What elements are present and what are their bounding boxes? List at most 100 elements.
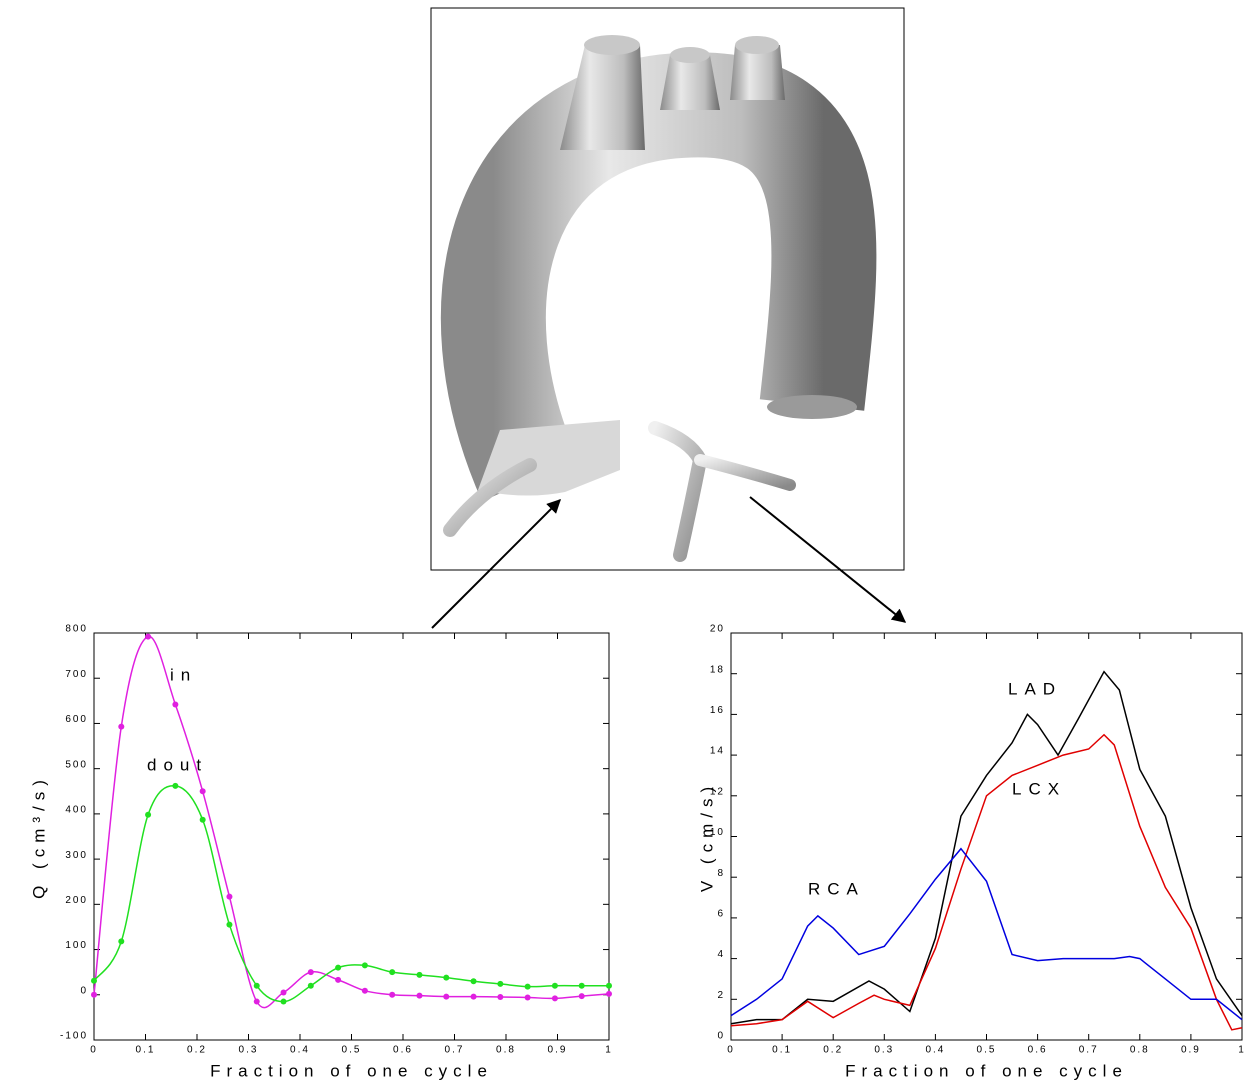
- data-point: [389, 969, 396, 976]
- x-tick-label: 0.3: [874, 1045, 894, 1056]
- arrow: [749, 496, 907, 623]
- data-point: [551, 995, 558, 1002]
- data-point: [497, 980, 504, 987]
- data-point: [470, 993, 477, 1000]
- data-point: [91, 991, 97, 998]
- data-point: [118, 938, 125, 945]
- data-point: [443, 993, 450, 1000]
- data-point: [172, 701, 179, 708]
- data-point: [361, 962, 368, 969]
- x-tick-label: 0.4: [925, 1045, 945, 1056]
- x-tick-label: 0.7: [1079, 1045, 1099, 1056]
- y-tick-label: 300: [65, 850, 88, 861]
- x-tick-label: 0.9: [1181, 1045, 1201, 1056]
- data-point: [145, 811, 152, 818]
- x-axis-label: Fraction of one cycle: [845, 1061, 1128, 1080]
- data-point: [280, 998, 287, 1005]
- x-tick-label: 0.2: [187, 1045, 207, 1056]
- series-label: dout: [147, 755, 208, 774]
- y-tick-label: 600: [65, 714, 88, 725]
- data-point: [551, 982, 558, 989]
- x-tick-label: 0: [727, 1045, 735, 1056]
- x-tick-label: 0.1: [772, 1045, 792, 1056]
- data-point: [307, 969, 314, 976]
- x-tick-label: 0.6: [393, 1045, 413, 1056]
- data-point: [280, 989, 287, 996]
- data-point: [145, 633, 152, 640]
- data-point: [443, 974, 450, 981]
- y-tick-label: 10: [710, 827, 725, 838]
- series-line: [730, 670, 1243, 1025]
- x-axis-label: Fraction of one cycle: [210, 1061, 493, 1080]
- data-point: [91, 977, 97, 984]
- data-point: [524, 994, 531, 1001]
- arrow: [431, 499, 561, 629]
- y-tick-label: -100: [60, 1031, 88, 1042]
- data-point: [226, 893, 233, 900]
- series-line: [730, 733, 1243, 1031]
- data-point: [416, 992, 423, 999]
- data-point: [497, 994, 504, 1001]
- series-label: LAD: [1008, 679, 1062, 698]
- data-point: [361, 987, 368, 994]
- x-tick-label: 0.5: [342, 1045, 362, 1056]
- x-tick-label: 0.7: [445, 1045, 465, 1056]
- y-tick-label: 18: [710, 664, 725, 675]
- data-point: [416, 971, 423, 978]
- data-point: [578, 982, 585, 989]
- y-tick-label: 14: [710, 746, 725, 757]
- y-tick-label: 0: [80, 985, 88, 996]
- data-point: [118, 723, 125, 730]
- x-tick-label: 0.8: [1130, 1045, 1150, 1056]
- aorta-image: [430, 7, 905, 571]
- y-tick-label: 700: [65, 669, 88, 680]
- series-line: [730, 847, 1243, 1021]
- y-tick-label: 0: [717, 1031, 725, 1042]
- y-tick-label: 6: [717, 909, 725, 920]
- data-point: [606, 982, 612, 989]
- y-tick-label: 2: [717, 990, 725, 1001]
- data-point: [199, 816, 206, 823]
- x-tick-label: 0: [90, 1045, 98, 1056]
- y-tick-label: 20: [710, 624, 725, 635]
- y-tick-label: 400: [65, 805, 88, 816]
- y-tick-label: 16: [710, 705, 725, 716]
- y-tick-label: 4: [717, 949, 725, 960]
- data-point: [524, 983, 531, 990]
- y-axis-label: V (cm/s): [697, 781, 716, 892]
- x-tick-label: 0.6: [1028, 1045, 1048, 1056]
- x-tick-label: 0.1: [136, 1045, 156, 1056]
- data-point: [606, 990, 612, 997]
- series-label: LCX: [1012, 779, 1066, 798]
- data-point: [389, 991, 396, 998]
- x-tick-label: 0.5: [977, 1045, 997, 1056]
- y-tick-label: 100: [65, 940, 88, 951]
- data-point: [307, 982, 314, 989]
- data-point: [470, 978, 477, 985]
- y-axis-label: Q (cm³/s): [29, 774, 48, 899]
- y-tick-label: 200: [65, 895, 88, 906]
- x-tick-label: 0.9: [548, 1045, 568, 1056]
- series-line: [93, 635, 610, 1009]
- series-label: in: [170, 665, 197, 684]
- y-tick-label: 800: [65, 624, 88, 635]
- data-point: [335, 964, 342, 971]
- x-tick-label: 0.8: [496, 1045, 516, 1056]
- series-label: RCA: [808, 879, 865, 898]
- data-point: [335, 976, 342, 983]
- x-tick-label: 0.4: [290, 1045, 310, 1056]
- data-point: [578, 993, 585, 1000]
- series-line: [93, 785, 609, 1003]
- data-point: [253, 998, 260, 1005]
- y-tick-label: 8: [717, 868, 725, 879]
- data-point: [199, 788, 206, 795]
- data-point: [172, 782, 179, 789]
- x-tick-label: 0.3: [239, 1045, 259, 1056]
- data-point: [226, 921, 233, 928]
- x-tick-label: 0.2: [823, 1045, 843, 1056]
- data-point: [253, 982, 260, 989]
- y-tick-label: 12: [710, 786, 725, 797]
- y-tick-label: 500: [65, 759, 88, 770]
